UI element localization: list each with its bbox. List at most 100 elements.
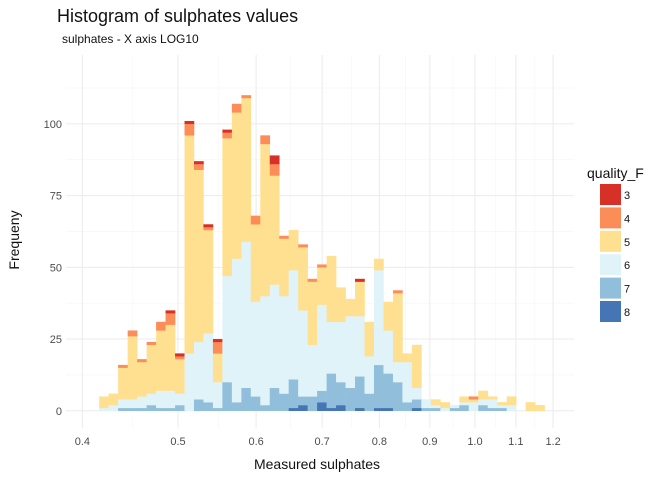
bar-segment-quality-7 xyxy=(298,396,308,406)
bar-segment-quality-8 xyxy=(326,407,337,411)
bar-segment-quality-6 xyxy=(373,270,384,366)
bar-segment-quality-4 xyxy=(203,227,214,231)
bar-segment-quality-6 xyxy=(506,405,517,411)
bar-segment-quality-5 xyxy=(127,336,138,400)
bar-segment-quality-5 xyxy=(317,267,327,305)
bar-segment-quality-4 xyxy=(298,244,308,248)
bar-segment-quality-8 xyxy=(288,407,299,411)
bar-segment-quality-6 xyxy=(355,316,365,377)
x-tick-label: 0.6 xyxy=(248,436,263,448)
bar-segment-quality-6 xyxy=(127,399,138,409)
bar-segment-quality-7 xyxy=(288,379,299,409)
bar-segment-quality-5 xyxy=(118,367,128,400)
bar-segment-quality-5 xyxy=(373,258,384,271)
bar-segment-quality-6 xyxy=(212,382,223,409)
bar-segment-quality-5 xyxy=(193,169,204,343)
bar-segment-quality-5 xyxy=(165,324,176,391)
bar-segment-quality-5 xyxy=(307,281,318,345)
bar-segment-quality-6 xyxy=(108,405,119,411)
bar-segment-quality-6 xyxy=(317,304,327,391)
bar-segment-quality-6 xyxy=(156,390,166,409)
bar-segment-quality-4 xyxy=(175,356,185,360)
bar-segment-quality-3 xyxy=(355,278,365,282)
bar-segment-quality-7 xyxy=(449,407,460,411)
y-tick-label: 0 xyxy=(56,406,62,418)
bar-segment-quality-6 xyxy=(345,316,356,389)
bar-segment-quality-8 xyxy=(317,402,327,411)
bar-segment-quality-5 xyxy=(383,301,394,331)
bar-segment-quality-7 xyxy=(345,387,356,411)
bar-segment-quality-6 xyxy=(421,399,432,409)
bar-segment-quality-5 xyxy=(326,255,337,323)
bar-segment-quality-8 xyxy=(383,407,394,411)
bar-segment-quality-4 xyxy=(137,359,147,363)
bar-segment-quality-5 xyxy=(392,293,403,363)
bar-segment-quality-6 xyxy=(411,387,422,400)
bar-segment-quality-6 xyxy=(165,390,176,409)
legend-swatch-4 xyxy=(600,207,621,229)
bar-segment-quality-6 xyxy=(497,405,507,409)
bar-segment-quality-3 xyxy=(269,155,280,165)
bar-segment-quality-7 xyxy=(146,405,157,411)
bar-segment-quality-4 xyxy=(156,321,166,331)
legend-swatch-6 xyxy=(600,254,621,276)
bar-segment-quality-6 xyxy=(430,405,441,409)
bar-segment-quality-4 xyxy=(212,341,223,354)
bar-segment-quality-6 xyxy=(184,353,195,411)
bar-segment-quality-6 xyxy=(250,301,261,397)
bar-segment-quality-7 xyxy=(175,405,185,411)
bar-segment-quality-6 xyxy=(364,356,375,394)
bar-segment-quality-6 xyxy=(449,405,460,409)
bar-segment-quality-6 xyxy=(440,407,451,411)
bar-segment-quality-6 xyxy=(383,330,394,374)
bar-segment-quality-8 xyxy=(336,405,346,411)
bar-segment-quality-5 xyxy=(298,247,308,311)
y-tick-label: 75 xyxy=(50,191,62,203)
bar-segment-quality-5 xyxy=(411,344,422,389)
bar-segment-quality-4 xyxy=(193,164,204,170)
bar-segment-quality-7 xyxy=(269,387,280,411)
bar-segment-quality-5 xyxy=(212,353,223,383)
bar-segment-quality-5 xyxy=(355,281,365,317)
legend-swatch-8 xyxy=(600,301,621,322)
bar-segment-quality-5 xyxy=(231,112,242,259)
bar-segment-quality-5 xyxy=(487,396,498,400)
bar-segment-quality-7 xyxy=(137,407,147,411)
bar-segment-quality-5 xyxy=(440,402,451,409)
bar-segment-quality-8 xyxy=(355,407,365,411)
bar-segment-quality-6 xyxy=(459,402,470,406)
legend-label-7: 7 xyxy=(624,284,630,296)
y-tick-label: 100 xyxy=(44,119,62,131)
bar-segment-quality-5 xyxy=(336,287,346,323)
bar-segment-quality-4 xyxy=(468,396,479,400)
bar-segment-quality-5 xyxy=(478,390,489,400)
bar-segment-quality-7 xyxy=(392,382,403,411)
legend-label-3: 3 xyxy=(624,190,630,202)
bar-segment-quality-5 xyxy=(99,396,109,409)
bar-segment-quality-7 xyxy=(222,382,233,411)
bar-segment-quality-6 xyxy=(146,393,157,406)
bar-segment-quality-3 xyxy=(193,161,204,165)
bar-segment-quality-6 xyxy=(222,275,233,383)
x-tick-label: 1.0 xyxy=(467,436,482,448)
bar-segment-quality-8 xyxy=(298,405,308,411)
bar-segment-quality-5 xyxy=(288,230,299,271)
bar-segment-quality-3 xyxy=(175,353,185,357)
bar-segment-quality-6 xyxy=(269,284,280,389)
bar-segment-quality-5 xyxy=(468,399,479,403)
bar-segment-quality-6 xyxy=(288,270,299,380)
bar-segment-quality-4 xyxy=(307,278,318,282)
bar-segment-quality-4 xyxy=(184,123,195,136)
y-axis-title: Frequeny xyxy=(6,210,22,269)
bar-segment-quality-7 xyxy=(355,376,365,409)
legend-label-6: 6 xyxy=(624,260,630,272)
bar-segment-quality-5 xyxy=(535,405,545,411)
bar-segment-quality-5 xyxy=(184,135,195,354)
bar-segment-quality-4 xyxy=(392,290,403,294)
bar-segment-quality-5 xyxy=(250,224,261,302)
bar-segment-quality-6 xyxy=(279,296,289,394)
bar-segment-quality-5 xyxy=(146,344,157,394)
bar-segment-quality-7 xyxy=(203,402,214,411)
bar-segment-quality-6 xyxy=(175,393,185,406)
bar-segment-quality-7 xyxy=(402,402,413,411)
